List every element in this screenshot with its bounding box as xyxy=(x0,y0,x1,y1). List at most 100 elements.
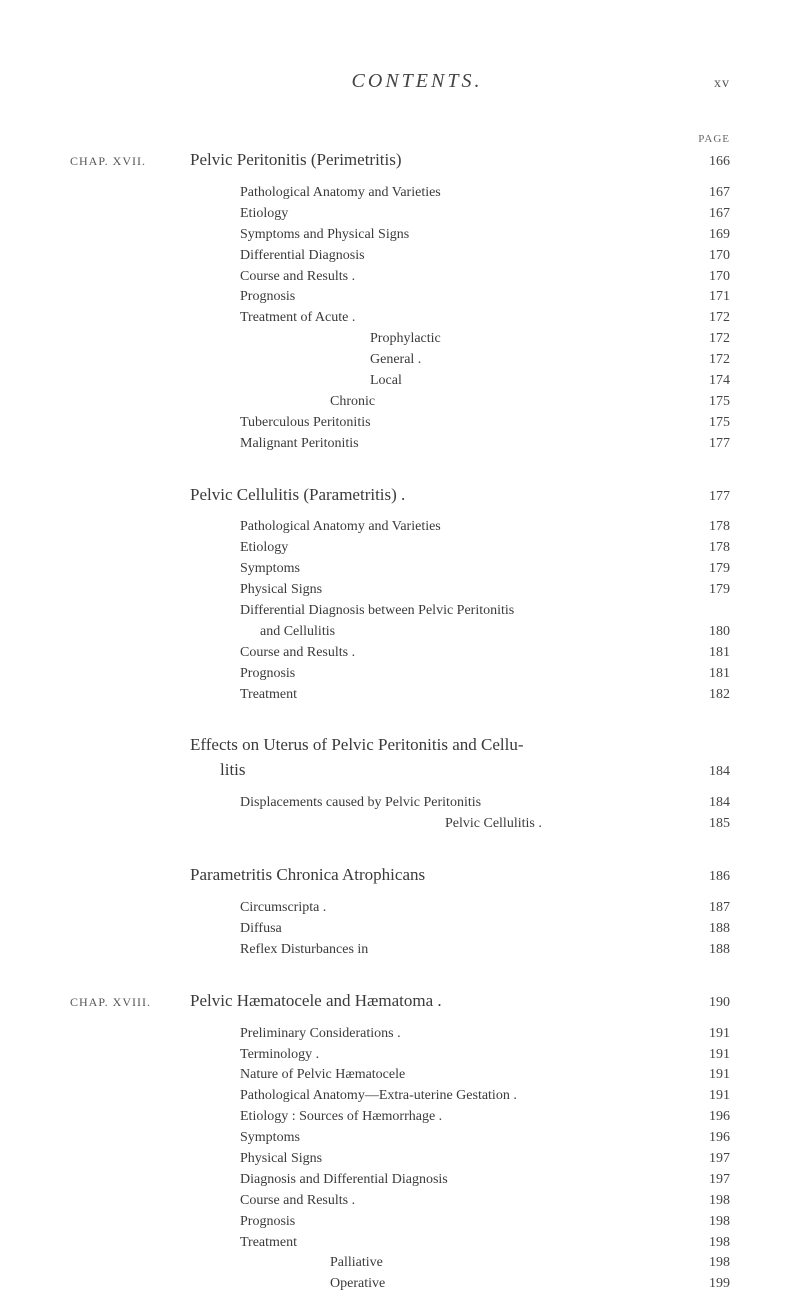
page-ref: 197 xyxy=(680,1171,730,1190)
section-row: CHAP. XVII. Pelvic Peritonitis (Perimetr… xyxy=(70,149,730,172)
section-row: Effects on Uterus of Pelvic Peritonitis … xyxy=(70,734,730,757)
toc-entry: Diagnosis and Differential Diagnosis xyxy=(190,1171,680,1190)
toc-entry: and Cellulitis xyxy=(190,623,680,642)
page-ref: 171 xyxy=(680,288,730,307)
toc-entry: Symptoms xyxy=(190,560,680,579)
toc-entry: Symptoms and Physical Signs xyxy=(190,226,680,245)
toc-entry: Prognosis xyxy=(190,288,680,307)
toc-entry: Physical Signs xyxy=(190,1150,680,1169)
toc-entry: Chronic xyxy=(190,393,680,412)
page-ref: 177 xyxy=(680,488,730,507)
page-ref: 170 xyxy=(680,268,730,287)
toc-entry: Prognosis xyxy=(190,665,680,684)
page-ref: 175 xyxy=(680,393,730,412)
toc-entry: Etiology xyxy=(190,539,680,558)
toc-entry: Pathological Anatomy and Varieties xyxy=(190,184,680,203)
page-ref: 190 xyxy=(680,994,730,1013)
toc-entry: Etiology xyxy=(190,205,680,224)
page-ref: 182 xyxy=(680,686,730,705)
toc-entry: Prophylactic xyxy=(190,330,680,349)
page-ref: 196 xyxy=(680,1108,730,1127)
page-ref: 197 xyxy=(680,1150,730,1169)
toc-entry: Tuberculous Peritonitis xyxy=(190,414,680,433)
toc-entry: Course and Results . xyxy=(190,1192,680,1211)
page-ref: 191 xyxy=(680,1046,730,1065)
page-column-label: PAGE xyxy=(70,133,730,145)
toc-entry: Course and Results . xyxy=(190,268,680,287)
toc-entry: Pathological Anatomy—Extra-uterine Gesta… xyxy=(190,1087,680,1106)
toc-entry: Circumscripta . xyxy=(190,899,680,918)
page-ref: 181 xyxy=(680,644,730,663)
page-ref: 174 xyxy=(680,372,730,391)
section-row: CHAP. XVIII. Pelvic Hæmatocele and Hæmat… xyxy=(70,990,730,1013)
chapter-label: CHAP. XVIII. xyxy=(70,994,190,1010)
page-ref: 196 xyxy=(680,1129,730,1148)
page-ref: 198 xyxy=(680,1234,730,1253)
page-ref: 187 xyxy=(680,899,730,918)
section-title: Pelvic Cellulitis (Parametritis) . xyxy=(190,484,680,507)
page-ref: 178 xyxy=(680,539,730,558)
page-ref: 167 xyxy=(680,184,730,203)
toc-entry: Pathological Anatomy and Varieties xyxy=(190,518,680,537)
toc-entry: Terminology . xyxy=(190,1046,680,1065)
toc-entry: Differential Diagnosis xyxy=(190,247,680,266)
chapter-label: CHAP. XVII. xyxy=(70,153,190,169)
page-ref: 198 xyxy=(680,1213,730,1232)
page-ref: 198 xyxy=(680,1254,730,1273)
section-title: Pelvic Peritonitis (Perimetritis) xyxy=(190,149,680,172)
page-ref: 167 xyxy=(680,205,730,224)
page-ref: 172 xyxy=(680,309,730,328)
toc-entry: Prognosis xyxy=(190,1213,680,1232)
page-ref: 186 xyxy=(680,868,730,887)
section-title: Effects on Uterus of Pelvic Peritonitis … xyxy=(190,734,680,757)
page-ref: 199 xyxy=(680,1275,730,1294)
page-ref: 184 xyxy=(680,763,730,782)
toc-entry: Course and Results . xyxy=(190,644,680,663)
toc-entry: Palliative xyxy=(190,1254,680,1273)
page-ref: 177 xyxy=(680,435,730,454)
toc-entry: Etiology : Sources of Hæmorrhage . xyxy=(190,1108,680,1127)
toc-entry: Pelvic Cellulitis . xyxy=(190,815,680,834)
page-ref: 172 xyxy=(680,330,730,349)
toc-entry: Operative xyxy=(190,1275,680,1294)
page-ref: 179 xyxy=(680,560,730,579)
toc-entry: Displacements caused by Pelvic Peritonit… xyxy=(190,794,680,813)
toc-entry: Differential Diagnosis between Pelvic Pe… xyxy=(190,602,680,621)
toc-entry: General . xyxy=(190,351,680,370)
page-ref: 170 xyxy=(680,247,730,266)
page-ref: 169 xyxy=(680,226,730,245)
page-ref: 188 xyxy=(680,920,730,939)
toc-entry: Physical Signs xyxy=(190,581,680,600)
section-title: litis xyxy=(190,759,680,782)
toc-entry: Malignant Peritonitis xyxy=(190,435,680,454)
page-ref: 181 xyxy=(680,665,730,684)
section-title: Pelvic Hæmatocele and Hæmatoma . xyxy=(190,990,680,1013)
page-ref: 179 xyxy=(680,581,730,600)
section-row: Pelvic Cellulitis (Parametritis) . 177 xyxy=(70,484,730,507)
section-title: Parametritis Chronica Atrophicans xyxy=(190,864,680,887)
page-ref: 191 xyxy=(680,1066,730,1085)
page-ref: 185 xyxy=(680,815,730,834)
page-ref: 188 xyxy=(680,941,730,960)
page-ref: 172 xyxy=(680,351,730,370)
toc-entry: Treatment of Acute . xyxy=(190,309,680,328)
page-ref: 198 xyxy=(680,1192,730,1211)
section-row: Parametritis Chronica Atrophicans 186 xyxy=(70,864,730,887)
toc-entry: Local xyxy=(190,372,680,391)
toc-entry: Treatment xyxy=(190,686,680,705)
page-ref: 184 xyxy=(680,794,730,813)
toc-entry: Preliminary Considerations . xyxy=(190,1025,680,1044)
section-row: litis 184 xyxy=(70,759,730,782)
page-ref: 178 xyxy=(680,518,730,537)
page-ref: 180 xyxy=(680,623,730,642)
page-header: CONTENTS. xv xyxy=(70,70,730,93)
page-ref: 191 xyxy=(680,1087,730,1106)
toc-entry: Nature of Pelvic Hæmatocele xyxy=(190,1066,680,1085)
toc-entry: Diffusa xyxy=(190,920,680,939)
page-ref: 175 xyxy=(680,414,730,433)
toc-entry: Symptoms xyxy=(190,1129,680,1148)
header-title: CONTENTS. xyxy=(120,70,714,93)
page-ref: 191 xyxy=(680,1025,730,1044)
toc-entry: Reflex Disturbances in xyxy=(190,941,680,960)
page-number-roman: xv xyxy=(714,76,730,92)
